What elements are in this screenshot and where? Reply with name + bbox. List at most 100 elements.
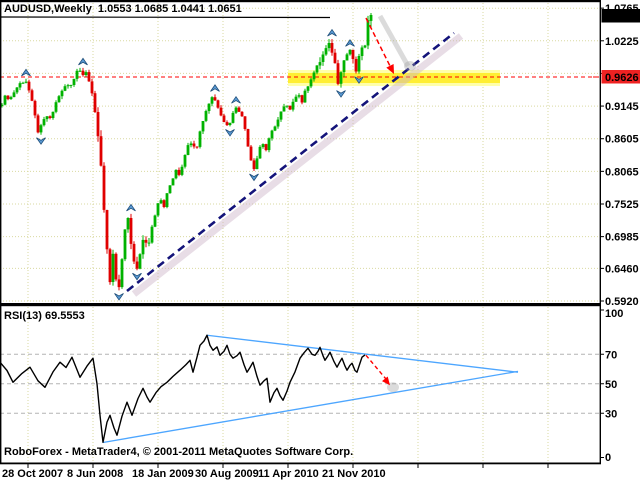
candle-body bbox=[369, 15, 373, 21]
candle-body bbox=[84, 72, 88, 75]
candle-body bbox=[216, 100, 220, 108]
candle-body bbox=[300, 95, 304, 103]
top-border bbox=[0, 0, 601, 3]
candle-body bbox=[321, 54, 325, 62]
candle-body bbox=[120, 259, 124, 288]
candle-body bbox=[90, 81, 94, 94]
price-axis-label: 0.5920 bbox=[605, 296, 639, 308]
candle-body bbox=[258, 146, 262, 159]
copyright-text: RoboForex - MetaTrader4, © 2001-2011 Met… bbox=[4, 446, 354, 458]
left-border bbox=[0, 0, 2, 464]
date-axis-label: 11 Apr 2010 bbox=[258, 468, 319, 480]
rsi-axis-label: 100 bbox=[605, 308, 623, 320]
candle-body bbox=[150, 226, 154, 243]
candle-body bbox=[327, 43, 331, 49]
candle-body bbox=[165, 193, 169, 207]
price-axis-label: 0.8065 bbox=[605, 166, 639, 178]
candle-body bbox=[33, 100, 37, 116]
candle-body bbox=[24, 81, 28, 83]
candle-body bbox=[108, 249, 112, 283]
current-price-label: 1.0651 bbox=[605, 11, 639, 23]
candle-body bbox=[135, 261, 139, 269]
rsi-arrow-shadow bbox=[387, 382, 399, 393]
candle-body bbox=[195, 146, 199, 148]
candle-body bbox=[282, 106, 286, 112]
candle-body bbox=[48, 116, 52, 118]
candle-body bbox=[183, 155, 187, 167]
candle-body bbox=[324, 48, 328, 55]
rsi-bottom-border bbox=[0, 462, 601, 465]
candle-body bbox=[252, 160, 256, 170]
support-level-label-bg bbox=[601, 70, 640, 84]
candle-body bbox=[54, 102, 58, 112]
candle-body bbox=[219, 107, 223, 116]
candle-body bbox=[198, 131, 202, 147]
rsi-triangle-upper[interactable] bbox=[206, 334, 519, 373]
support-zone-core[interactable] bbox=[288, 72, 500, 84]
candle-body bbox=[306, 86, 310, 91]
candle-body bbox=[153, 215, 157, 227]
candle-body bbox=[27, 81, 31, 91]
candle-body bbox=[333, 52, 337, 64]
candle-body bbox=[105, 210, 109, 250]
candle-body bbox=[345, 54, 349, 61]
candle-body bbox=[12, 92, 16, 98]
candle-body bbox=[363, 45, 367, 48]
candle-body bbox=[240, 111, 244, 117]
rsi-projection-arrow[interactable] bbox=[365, 354, 388, 381]
candle-body bbox=[312, 72, 316, 80]
candle-body bbox=[123, 229, 127, 260]
candle-body bbox=[81, 70, 85, 76]
fractal-up-icon bbox=[21, 68, 31, 77]
rsi-projection-arrow-head[interactable] bbox=[382, 376, 390, 386]
date-axis-label: 18 Jan 2009 bbox=[132, 468, 194, 480]
date-axis-label: 21 Nov 2010 bbox=[322, 468, 386, 480]
candle-body bbox=[228, 122, 232, 125]
candle-body bbox=[267, 138, 271, 151]
candle-body bbox=[168, 185, 172, 194]
candle-body bbox=[360, 47, 364, 56]
candle-body bbox=[279, 111, 283, 120]
candle-body bbox=[42, 119, 46, 126]
candle-body bbox=[237, 107, 241, 112]
projection-arrow-head[interactable] bbox=[386, 64, 394, 74]
candle-body bbox=[201, 121, 205, 132]
candle-body bbox=[99, 136, 103, 166]
candle-body bbox=[177, 169, 181, 175]
fractal-up-icon bbox=[327, 28, 337, 37]
candle-body bbox=[36, 115, 40, 133]
price-axis-separator[interactable] bbox=[599, 0, 601, 464]
candle-body bbox=[21, 82, 25, 84]
support-level-label: 0.9626 bbox=[605, 72, 639, 84]
fractal-down-icon bbox=[336, 90, 346, 98]
candle-body bbox=[162, 200, 166, 207]
fractal-down-icon bbox=[354, 76, 364, 84]
candle-body bbox=[339, 72, 343, 84]
candle-body bbox=[351, 49, 355, 59]
candle-body bbox=[186, 145, 190, 155]
candle-body bbox=[285, 105, 289, 107]
chart-title: AUDUSD,Weekly 1.0553 1.0685 1.0441 1.065… bbox=[4, 3, 242, 15]
projection-arrow[interactable] bbox=[365, 17, 391, 67]
candle-body bbox=[159, 200, 163, 204]
candle-body bbox=[288, 105, 292, 110]
candle-body bbox=[147, 242, 151, 244]
rsi-triangle-lower[interactable] bbox=[102, 370, 519, 444]
candle-body bbox=[9, 97, 13, 100]
candle-body bbox=[294, 96, 298, 102]
candle-body bbox=[87, 72, 91, 82]
candle-body bbox=[243, 116, 247, 129]
candle-body bbox=[3, 95, 7, 105]
candle-body bbox=[270, 130, 274, 139]
candle-body bbox=[249, 146, 253, 161]
candle-body bbox=[15, 87, 19, 93]
candle-body bbox=[276, 119, 280, 127]
arrow-shadow-blob bbox=[404, 60, 416, 71]
candle-body bbox=[60, 90, 64, 97]
trendline[interactable] bbox=[126, 31, 455, 292]
candle-body bbox=[192, 143, 196, 147]
rsi-axis-label: 30 bbox=[605, 408, 617, 420]
date-axis-label: 8 Jun 2008 bbox=[67, 468, 123, 480]
